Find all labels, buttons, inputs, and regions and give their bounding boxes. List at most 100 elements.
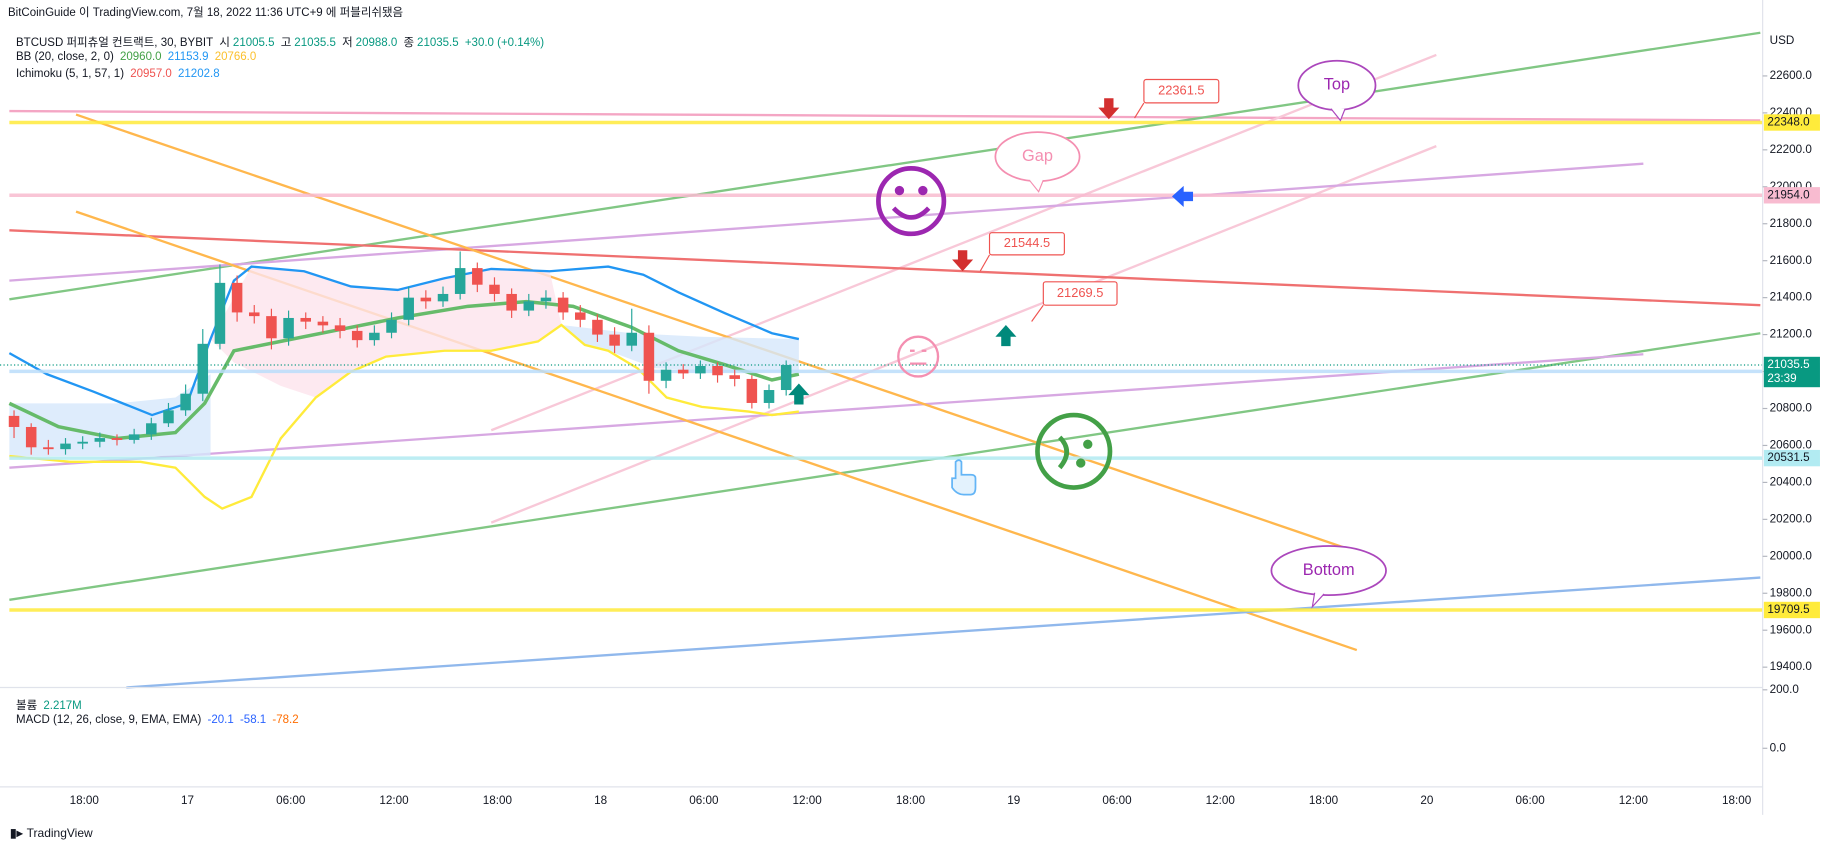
x-tick-label: 18:00 bbox=[483, 794, 513, 807]
arrow-down bbox=[1098, 98, 1120, 120]
y-tick-label: 19600.0 bbox=[1770, 623, 1813, 636]
x-tick-label: 06:00 bbox=[689, 794, 719, 807]
axes: 19400.019600.019800.020000.020200.020400… bbox=[70, 69, 1820, 807]
price-label-box bbox=[1763, 187, 1820, 204]
trend-line bbox=[9, 332, 1761, 601]
price-callout bbox=[1042, 281, 1118, 306]
indicator-name: MACD (12, 26, close, 9, EMA, EMA) bbox=[16, 714, 202, 726]
annotations: 22361.5 21544.5 21269.5 Top Gap Bottom bbox=[788, 59, 1387, 609]
x-tick-label: 18:00 bbox=[1722, 794, 1752, 807]
bubble-tail bbox=[1311, 592, 1325, 609]
ohlc-label: 시 bbox=[219, 37, 230, 49]
y-tick-label: 20400.0 bbox=[1770, 475, 1813, 488]
smiley-happy bbox=[876, 166, 947, 237]
trend-line bbox=[75, 113, 1358, 553]
footer: ▮▸ TradingView bbox=[10, 826, 96, 840]
indicator-name: 볼륨 bbox=[16, 700, 38, 712]
brand: TradingView bbox=[26, 826, 93, 840]
pointer-icon bbox=[951, 459, 977, 496]
price-label: 20531.5 bbox=[1767, 451, 1810, 464]
candle-body bbox=[472, 268, 483, 285]
candle-body bbox=[660, 369, 672, 381]
bubble-tail bbox=[1028, 179, 1044, 193]
price-callout bbox=[988, 232, 1065, 256]
candle-body bbox=[780, 364, 792, 391]
drawings bbox=[8, 31, 1761, 689]
ohlc-value: 21005.5 bbox=[232, 37, 275, 49]
x-tick-label: 20 bbox=[1420, 794, 1434, 807]
candle-body bbox=[300, 317, 311, 322]
y-tick-label: 20600.0 bbox=[1770, 439, 1813, 452]
trend-line bbox=[9, 109, 1761, 122]
candle-body bbox=[712, 366, 723, 376]
annotation-price: 21269.5 bbox=[1057, 285, 1103, 300]
legend-line: Ichimoku (5, 1, 57, 1) 20957.0 21202.8 bbox=[16, 68, 223, 80]
indicator-value: 2.217M bbox=[43, 700, 82, 712]
legend-line: BTCUSD 퍼피츄얼 컨트랙트, 30, BYBIT 시 21005.5 고 21… bbox=[16, 34, 547, 50]
y-tick-label: 19800.0 bbox=[1770, 586, 1813, 599]
bollinger-upper bbox=[8, 265, 800, 417]
candle-body bbox=[283, 317, 294, 339]
y-tick-label: 22200.0 bbox=[1770, 143, 1813, 156]
trend-line bbox=[9, 162, 1644, 282]
y-tick-label: 21200.0 bbox=[1770, 328, 1813, 341]
smiley-neutral bbox=[897, 335, 940, 378]
ohlc-value: 20988.0 bbox=[355, 37, 398, 49]
ohlc-label: 종 bbox=[403, 37, 415, 49]
last-price-label: 21035.5 bbox=[1767, 358, 1810, 371]
annotation-label: Gap bbox=[1022, 147, 1053, 165]
y-tick-label: 200.0 bbox=[1770, 683, 1800, 696]
candle-body bbox=[420, 297, 432, 302]
currency-label: USD bbox=[1770, 34, 1795, 47]
x-tick-label: 12:00 bbox=[793, 794, 823, 807]
y-tick-label: 22600.0 bbox=[1770, 69, 1813, 82]
callout-pointer bbox=[1031, 304, 1044, 322]
indicator-name: BB (20, close, 2, 0) bbox=[16, 51, 114, 63]
price-label: 19709.5 bbox=[1767, 603, 1810, 616]
y-tick-label: 21400.0 bbox=[1770, 291, 1813, 304]
x-tick-label: 12:00 bbox=[379, 794, 409, 807]
candle-body bbox=[146, 423, 157, 435]
indicator-value: 20766.0 bbox=[214, 51, 257, 63]
indicator-value: -20.1 bbox=[207, 714, 234, 726]
x-tick-label: 18:00 bbox=[1309, 794, 1339, 807]
trend-line bbox=[9, 353, 1644, 469]
price-label-box bbox=[1763, 114, 1820, 131]
candle-body bbox=[729, 375, 740, 379]
candle-body bbox=[386, 319, 397, 333]
x-tick-label: 06:00 bbox=[276, 794, 306, 807]
symbol: BTCUSD 퍼피츄얼 컨트랙트, 30, BYBIT bbox=[16, 37, 214, 49]
candle-body bbox=[128, 434, 140, 440]
ohlc-value: 21035.5 bbox=[294, 37, 336, 49]
candle-body bbox=[351, 330, 363, 341]
arrow-up bbox=[995, 325, 1017, 347]
price-label-box bbox=[1763, 601, 1820, 619]
ichimoku-cloud bbox=[210, 266, 562, 398]
trend-line bbox=[9, 229, 1761, 307]
y-tick-label: 19400.0 bbox=[1770, 660, 1813, 673]
ohlc-value: 21035.5 bbox=[417, 37, 459, 49]
candle-body bbox=[437, 293, 449, 302]
candle-body bbox=[575, 312, 586, 320]
callout-pointer bbox=[1134, 102, 1145, 119]
candle-body bbox=[609, 334, 620, 346]
x-tick-label: 06:00 bbox=[1102, 794, 1132, 807]
candle-body bbox=[94, 438, 106, 442]
speech-bubble bbox=[1270, 545, 1387, 596]
candle-body bbox=[163, 410, 174, 424]
candles bbox=[8, 251, 792, 455]
indicator-value: -78.2 bbox=[272, 714, 299, 726]
x-tick-label: 18 bbox=[594, 794, 607, 807]
candle-body bbox=[214, 282, 226, 344]
x-tick-label: 12:00 bbox=[1206, 794, 1236, 807]
candle-body bbox=[677, 369, 689, 374]
candle-body bbox=[403, 297, 414, 320]
countdown-label: 23:39 bbox=[1767, 372, 1796, 385]
publish-info: BitCoinGuide 이 TradingView.com, 7월 18, 2… bbox=[8, 4, 406, 20]
candle-body bbox=[643, 332, 655, 381]
last-price-box bbox=[1763, 356, 1820, 388]
x-tick-label: 17 bbox=[181, 794, 194, 807]
ichimoku-cloud bbox=[561, 325, 799, 372]
candle-body bbox=[454, 268, 466, 294]
annotation-price: 22361.5 bbox=[1158, 83, 1204, 98]
